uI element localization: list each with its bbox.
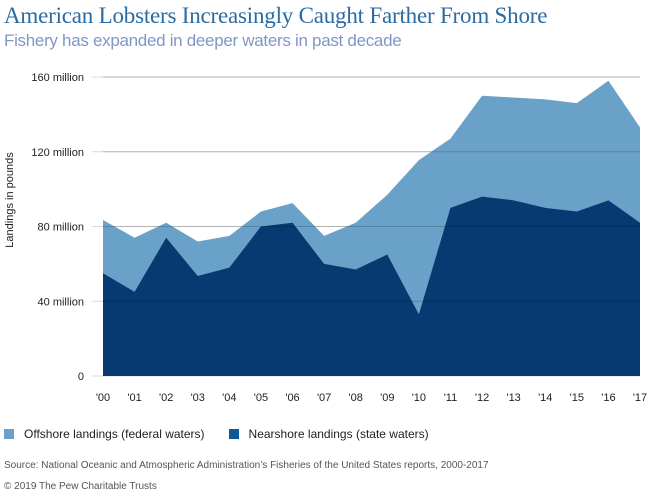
x-tick-label: '03 — [191, 392, 205, 404]
gridlines-overlay — [103, 76, 640, 302]
y-tick-label: 120 million — [31, 147, 84, 159]
x-tick-label: '09 — [380, 392, 394, 404]
x-tick-label: '16 — [601, 392, 615, 404]
legend-swatch-offshore — [4, 429, 14, 439]
x-tick-label: '10 — [412, 392, 426, 404]
legend-item-offshore: Offshore landings (federal waters) — [4, 427, 205, 441]
x-tick-label: '12 — [475, 392, 489, 404]
x-tick-label: '11 — [444, 392, 458, 404]
y-tick-label: 0 — [78, 371, 84, 383]
y-axis-ticks: 0 40 million 80 million 120 million 160 mill… — [31, 72, 84, 383]
y-tick-label: 80 million — [38, 222, 84, 234]
chart-title: American Lobsters Increasingly Caught Fa… — [4, 3, 548, 28]
legend-swatch-nearshore — [228, 429, 239, 439]
legend-label-offshore: Offshore landings (federal waters) — [24, 427, 205, 441]
y-tick-label: 40 million — [38, 296, 84, 308]
areas — [103, 80, 640, 377]
x-tick-label: '01 — [127, 392, 141, 404]
x-tick-label: '05 — [254, 392, 268, 404]
x-tick-label: '07 — [317, 392, 331, 404]
area-nearshore — [103, 196, 640, 376]
x-tick-label: '15 — [570, 392, 584, 404]
x-tick-label: '04 — [222, 392, 236, 404]
x-tick-label: '14 — [538, 392, 552, 404]
x-tick-label: '06 — [285, 392, 299, 404]
legend-item-nearshore: Nearshore landings (state waters) — [228, 427, 429, 441]
x-tick-label: '08 — [349, 392, 363, 404]
y-axis-label: Landings in pounds — [4, 152, 16, 248]
x-axis-ticks: '00 '01 '02 '03 '04 '05 '06 '07 '08 '09 '10 '11 '12 '… — [96, 392, 647, 404]
x-tick-label: '00 — [96, 392, 110, 404]
area-chart: 0 40 million 80 million 120 million 160 mill… — [4, 72, 647, 404]
chart-subtitle: Fishery has expanded in deeper waters in… — [4, 31, 402, 50]
x-tick-label: '02 — [159, 392, 173, 404]
legend: Offshore landings (federal waters) Nears… — [4, 427, 453, 441]
y-tick-label: 160 million — [31, 72, 84, 84]
x-tick-label: '13 — [506, 392, 520, 404]
source-note: Source: National Oceanic and Atmospheric… — [4, 460, 489, 471]
x-tick-label: '17 — [633, 392, 647, 404]
legend-label-nearshore: Nearshore landings (state waters) — [248, 427, 429, 441]
copyright-note: © 2019 The Pew Charitable Trusts — [4, 481, 157, 492]
